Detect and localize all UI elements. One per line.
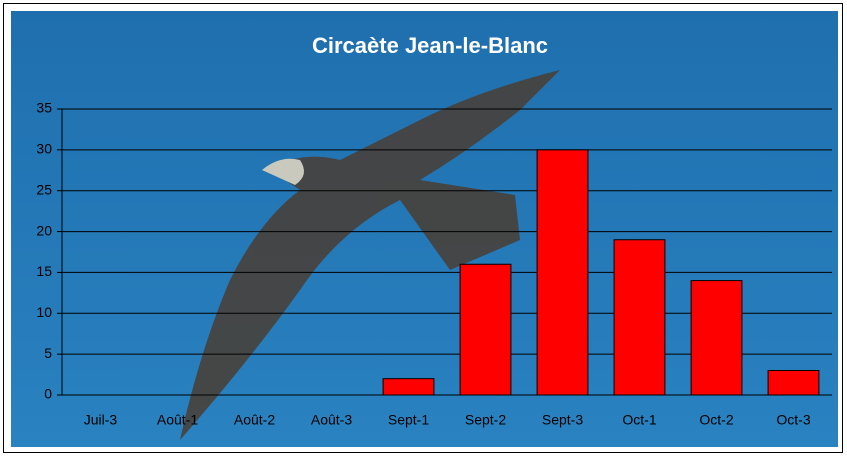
x-tick-label: Août-3 <box>311 412 352 428</box>
y-tick-label: 25 <box>36 181 52 197</box>
bar <box>460 264 511 395</box>
chart-title: Circaète Jean-le-Blanc <box>312 33 548 58</box>
x-tick-label: Oct-1 <box>622 412 656 428</box>
bar <box>383 379 434 395</box>
x-tick-label: Sept-3 <box>542 412 583 428</box>
y-tick-label: 5 <box>44 345 52 361</box>
y-tick-label: 35 <box>36 100 52 116</box>
bar <box>691 281 742 395</box>
y-tick-label: 10 <box>36 304 52 320</box>
bar <box>768 370 819 395</box>
x-tick-label: Sept-2 <box>465 412 506 428</box>
x-tick-label: Sept-1 <box>388 412 429 428</box>
x-tick-label: Août-1 <box>157 412 198 428</box>
bar <box>614 240 665 395</box>
y-tick-label: 15 <box>36 263 52 279</box>
y-tick-label: 20 <box>36 222 52 238</box>
bar <box>537 150 588 395</box>
x-tick-label: Oct-2 <box>699 412 733 428</box>
x-tick-label: Oct-3 <box>776 412 810 428</box>
x-tick-label: Juil-3 <box>84 412 118 428</box>
y-tick-label: 30 <box>36 141 52 157</box>
chart: Circaète Jean-le-Blanc 0 5 10 15 20 25 30 35 Jui… <box>0 0 847 457</box>
y-tick-label: 0 <box>44 386 52 402</box>
x-tick-label: Août-2 <box>234 412 275 428</box>
